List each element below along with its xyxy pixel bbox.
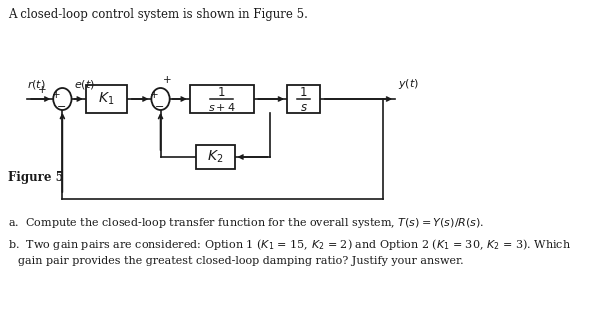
Circle shape [53, 88, 71, 110]
Text: Figure 5: Figure 5 [8, 171, 64, 184]
Text: −: − [57, 102, 66, 112]
Text: gain pair provides the greatest closed-loop damping ratio? Justify your answer.: gain pair provides the greatest closed-l… [18, 256, 464, 266]
Text: $K_1$: $K_1$ [98, 91, 114, 107]
Text: $e(t)$: $e(t)$ [74, 78, 95, 91]
Circle shape [151, 88, 169, 110]
Bar [189, 85, 253, 113]
Bar [196, 145, 235, 169]
Text: $r(t)$: $r(t)$ [27, 78, 45, 91]
Text: $s$: $s$ [299, 101, 307, 114]
Text: −: − [155, 102, 165, 112]
Text: +: + [151, 90, 159, 100]
Bar [86, 85, 127, 113]
Text: A closed-loop control system is shown in Figure 5.: A closed-loop control system is shown in… [8, 8, 308, 21]
Text: $s+4$: $s+4$ [208, 101, 235, 113]
Text: 1: 1 [300, 86, 307, 99]
Text: a.  Compute the closed-loop transfer function for the overall system, $T(s) = Y(: a. Compute the closed-loop transfer func… [8, 216, 485, 230]
Text: +: + [163, 75, 172, 85]
Bar [287, 85, 320, 113]
Text: +: + [38, 85, 47, 95]
Text: $K_2$: $K_2$ [208, 149, 224, 165]
Text: $y(t)$: $y(t)$ [397, 77, 419, 91]
Text: +: + [52, 90, 61, 100]
Text: 1: 1 [218, 86, 226, 99]
Text: b.  Two gain pairs are considered: Option 1 ($K_1$ = 15, $K_2$ = 2) and Option 2: b. Two gain pairs are considered: Option… [8, 237, 571, 252]
